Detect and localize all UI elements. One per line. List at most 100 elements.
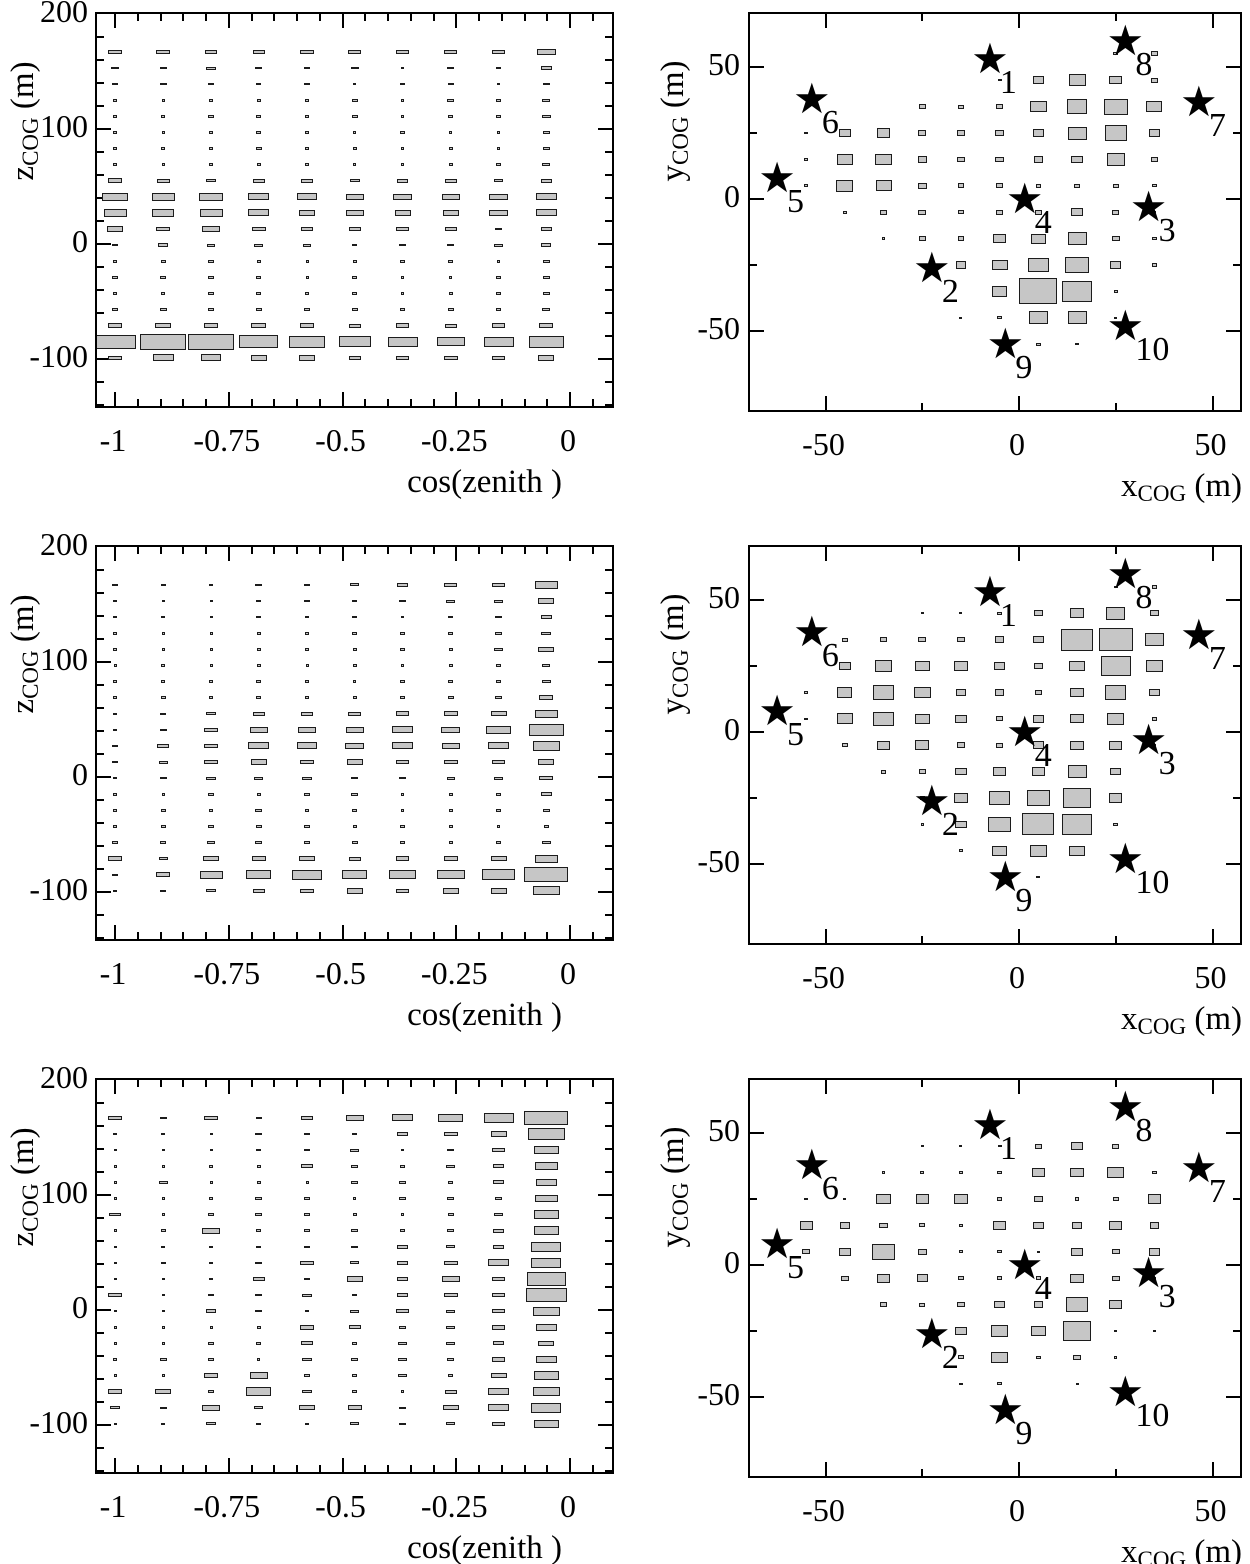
axis-tick <box>598 243 612 245</box>
histogram-box <box>302 1293 312 1297</box>
axis-tick <box>750 797 757 799</box>
histogram-box <box>204 1373 218 1378</box>
histogram-box <box>880 637 887 642</box>
histogram-box <box>352 276 358 279</box>
histogram-box <box>113 648 117 651</box>
histogram-box <box>396 178 409 183</box>
histogram-box <box>200 354 222 362</box>
histogram-box <box>246 870 272 879</box>
star-marker: ★ <box>793 76 831 123</box>
histogram-box <box>955 820 967 829</box>
axis-tick <box>605 1401 612 1403</box>
histogram-box <box>539 775 554 781</box>
histogram-box <box>305 664 309 667</box>
histogram-box <box>804 717 809 721</box>
histogram-box <box>542 308 551 311</box>
histogram-box <box>160 276 166 279</box>
histogram-box <box>206 841 216 844</box>
axis-tick-label: -0.25 <box>420 955 488 991</box>
histogram-box <box>303 82 311 86</box>
histogram-box <box>488 1404 509 1412</box>
histogram-box <box>400 131 405 134</box>
histogram-box <box>1152 184 1157 188</box>
histogram-box <box>955 1327 967 1335</box>
histogram-box <box>352 648 357 651</box>
axis-tick <box>1018 1080 1020 1094</box>
axis-title-y: zCOG (m) <box>5 61 44 181</box>
axis-tick <box>605 845 612 847</box>
axis-tick <box>250 547 253 554</box>
histogram-box <box>152 209 175 217</box>
histogram-box <box>448 163 453 166</box>
axis-tick <box>500 399 503 406</box>
histogram-box <box>532 1387 561 1397</box>
axis-tick <box>523 14 526 21</box>
histogram-box <box>253 178 265 183</box>
axis-tick <box>523 1080 526 1087</box>
histogram-box <box>496 809 501 812</box>
histogram-box <box>206 889 216 893</box>
histogram-box <box>113 793 117 796</box>
axis-tick <box>824 929 827 943</box>
star-marker: ★ <box>986 1388 1025 1435</box>
axis-tick-label: 0 <box>72 756 88 792</box>
histogram-box <box>448 260 454 263</box>
histogram-box <box>400 163 405 166</box>
histogram-box <box>155 1388 172 1395</box>
axis-tick <box>250 399 253 406</box>
histogram-box <box>352 292 358 295</box>
axis-tick <box>97 1378 104 1380</box>
axis-tick-label: 0 <box>724 711 740 747</box>
histogram-box <box>395 759 410 765</box>
histogram-box <box>256 648 261 651</box>
histogram-box <box>161 599 165 603</box>
axis-tick-label: 50 <box>708 579 740 615</box>
histogram-box <box>304 825 310 828</box>
histogram-box <box>1113 822 1119 826</box>
histogram-box <box>256 664 261 667</box>
histogram-box <box>1032 714 1045 723</box>
star-marker: ★ <box>1129 185 1168 232</box>
axis-tick <box>598 358 612 360</box>
histogram-box <box>395 888 410 894</box>
axis-tick <box>364 932 367 939</box>
axis-title-y: zCOG (m) <box>5 1127 44 1247</box>
histogram-box <box>1152 237 1157 241</box>
axis-tick <box>97 1332 104 1334</box>
histogram-box <box>208 809 214 812</box>
axis-tick <box>605 289 612 291</box>
histogram-box <box>161 1309 165 1313</box>
axis-tick <box>227 547 230 561</box>
histogram-box <box>113 1358 117 1361</box>
histogram-box <box>349 355 361 360</box>
histogram-box <box>876 740 891 750</box>
axis-tick <box>1233 1330 1240 1332</box>
histogram-box <box>490 888 507 894</box>
histogram-box <box>112 115 118 118</box>
histogram-box <box>997 611 1002 615</box>
histogram-box <box>842 210 848 214</box>
histogram-box <box>400 276 405 279</box>
histogram-box <box>250 355 267 361</box>
histogram-box <box>400 292 405 295</box>
histogram-box <box>1033 1301 1044 1308</box>
histogram-box <box>535 193 557 201</box>
panel-frame-top-left <box>95 12 614 408</box>
histogram-box <box>397 1341 408 1345</box>
histogram-box <box>539 695 554 700</box>
histogram-box <box>399 599 406 603</box>
histogram-box <box>161 1148 165 1152</box>
histogram-box <box>388 870 417 880</box>
axis-tick <box>605 1102 612 1104</box>
histogram-box <box>209 632 213 635</box>
histogram-box <box>113 1326 117 1329</box>
histogram-box <box>436 337 465 347</box>
histogram-box <box>919 796 925 800</box>
axis-tick <box>114 1458 116 1472</box>
axis-tick <box>1226 330 1240 332</box>
histogram-box <box>159 776 167 780</box>
histogram-box <box>353 131 357 134</box>
axis-tick <box>523 1465 526 1472</box>
histogram-box <box>255 1293 263 1297</box>
histogram-box <box>920 263 924 267</box>
